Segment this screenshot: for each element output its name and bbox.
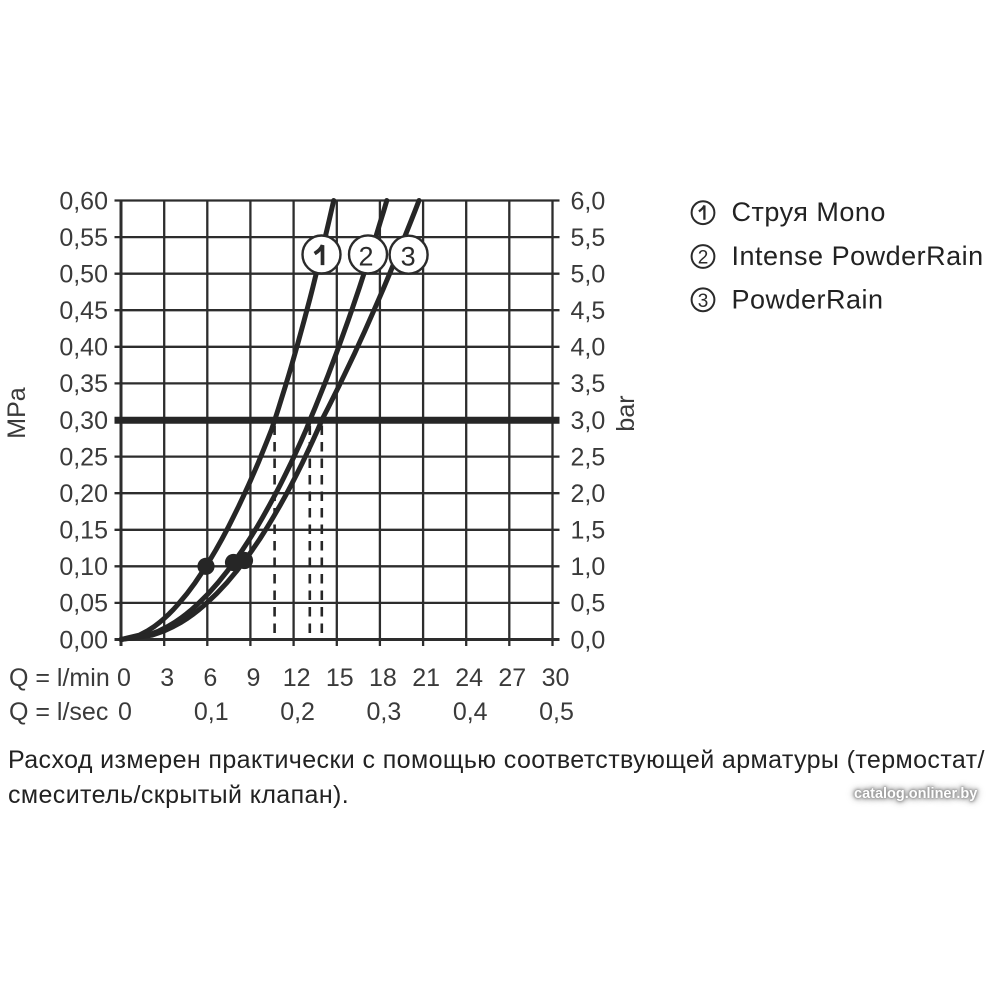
- svg-text:4,0: 4,0: [571, 334, 606, 362]
- svg-text:12: 12: [283, 664, 311, 692]
- svg-text:3: 3: [698, 291, 709, 312]
- svg-text:2: 2: [698, 248, 709, 269]
- svg-text:15: 15: [326, 664, 354, 692]
- svg-text:0,1: 0,1: [194, 698, 229, 726]
- svg-text:0,30: 0,30: [59, 407, 108, 435]
- svg-text:3: 3: [160, 664, 174, 692]
- svg-text:0,5: 0,5: [539, 698, 574, 726]
- svg-text:bar: bar: [612, 395, 640, 431]
- svg-text:2,5: 2,5: [571, 443, 606, 471]
- svg-text:0,25: 0,25: [59, 443, 108, 471]
- svg-text:3,0: 3,0: [571, 407, 606, 435]
- svg-text:Струя Mono: Струя Mono: [732, 197, 886, 227]
- svg-text:4,5: 4,5: [571, 297, 606, 325]
- svg-text:0,05: 0,05: [59, 590, 108, 618]
- svg-text:5,0: 5,0: [571, 261, 606, 289]
- svg-text:0,3: 0,3: [367, 698, 402, 726]
- svg-text:0,2: 0,2: [280, 698, 315, 726]
- svg-text:0,50: 0,50: [59, 261, 108, 289]
- svg-text:0,45: 0,45: [59, 297, 108, 325]
- svg-text:0,00: 0,00: [59, 626, 108, 654]
- svg-text:0,5: 0,5: [571, 590, 606, 618]
- svg-text:24: 24: [455, 664, 483, 692]
- svg-text:0,35: 0,35: [59, 370, 108, 398]
- svg-text:0,10: 0,10: [59, 553, 108, 581]
- svg-text:3: 3: [401, 242, 416, 272]
- svg-text:0,40: 0,40: [59, 334, 108, 362]
- svg-text:1,0: 1,0: [571, 553, 606, 581]
- svg-text:0,55: 0,55: [59, 224, 108, 252]
- svg-text:MPa: MPa: [3, 387, 31, 439]
- svg-text:9: 9: [246, 664, 260, 692]
- svg-text:0,4: 0,4: [453, 698, 488, 726]
- svg-text:3,5: 3,5: [571, 370, 606, 398]
- svg-text:6: 6: [203, 664, 217, 692]
- svg-text:6,0: 6,0: [571, 187, 606, 215]
- svg-text:5,5: 5,5: [571, 224, 606, 252]
- svg-text:18: 18: [369, 664, 397, 692]
- svg-text:0: 0: [118, 698, 132, 726]
- svg-text:PowderRain: PowderRain: [732, 284, 884, 314]
- svg-text:0,60: 0,60: [59, 187, 108, 215]
- svg-text:0,20: 0,20: [59, 480, 108, 508]
- svg-text:0,0: 0,0: [571, 626, 606, 654]
- svg-text:21: 21: [412, 664, 440, 692]
- svg-text:2,0: 2,0: [571, 480, 606, 508]
- svg-text:30: 30: [542, 664, 570, 692]
- svg-text:0,15: 0,15: [59, 517, 108, 545]
- svg-text:Q = l/min: Q = l/min: [9, 664, 110, 692]
- svg-text:Intense PowderRain: Intense PowderRain: [732, 241, 984, 271]
- svg-text:0: 0: [117, 664, 131, 692]
- svg-text:1,5: 1,5: [571, 517, 606, 545]
- svg-text:Q = l/sec: Q = l/sec: [9, 698, 108, 726]
- svg-text:27: 27: [498, 664, 526, 692]
- svg-text:2: 2: [358, 241, 373, 271]
